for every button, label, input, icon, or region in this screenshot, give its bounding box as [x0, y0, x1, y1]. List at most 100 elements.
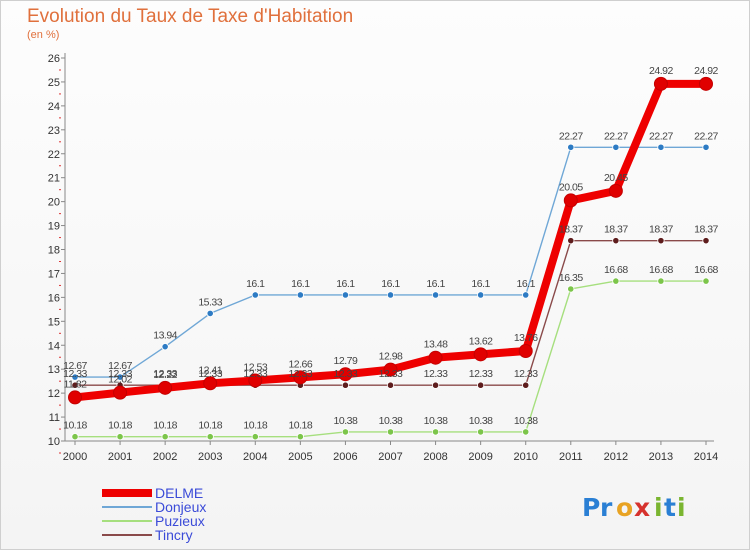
y-tick-label: 22	[48, 149, 60, 161]
legend-label-donjeux: Donjeux	[155, 499, 206, 515]
data-label: 16.68	[694, 264, 718, 276]
data-point	[518, 343, 533, 358]
data-label: 22.27	[604, 130, 628, 142]
data-label: 10.38	[334, 415, 358, 427]
data-label: 16.1	[246, 278, 265, 290]
data-label: 20.45	[604, 172, 628, 184]
data-label: 12.67	[63, 360, 87, 372]
data-label: 12.33	[379, 368, 403, 380]
data-label: 22.27	[649, 130, 673, 142]
data-label: 13.48	[424, 339, 448, 351]
legend-label-tincry: Tincry	[155, 527, 193, 543]
data-label: 12.33	[514, 368, 538, 380]
data-label: 15.33	[198, 296, 222, 308]
data-label: 10.18	[288, 420, 312, 432]
data-point	[386, 291, 395, 299]
data-label: 16.1	[381, 278, 400, 290]
y-tick-label: 11	[49, 412, 60, 424]
data-point	[296, 291, 304, 299]
data-label: 16.35	[559, 272, 583, 284]
data-label: 12.33	[334, 368, 358, 380]
data-label: 16.1	[426, 278, 445, 290]
data-point	[431, 381, 440, 389]
y-tick-label: 26	[48, 53, 60, 65]
data-label: 12.22	[153, 369, 177, 381]
data-label: 10.18	[108, 420, 132, 432]
chart-axes: 10 11 12 13 14 15 16 17 18 19 20 21 22 23 24 25 26 2000 20…	[48, 53, 718, 463]
y-tick-label: 19	[48, 221, 60, 233]
data-point	[293, 370, 308, 385]
data-point	[383, 362, 398, 377]
data-label: 18.37	[604, 224, 628, 236]
data-label: 10.18	[198, 420, 222, 432]
data-point	[522, 381, 530, 389]
data-point	[702, 143, 710, 151]
data-point	[702, 277, 710, 285]
y-tick-label: 15	[48, 316, 60, 328]
data-label: 11.82	[64, 378, 88, 390]
data-point	[113, 385, 128, 400]
data-point	[158, 380, 173, 395]
data-point	[206, 433, 214, 441]
x-tick-label: 2000	[63, 451, 87, 463]
data-label: 12.33	[198, 368, 222, 380]
data-point	[68, 390, 82, 405]
data-label: 10.38	[379, 415, 403, 427]
data-point	[161, 433, 169, 441]
x-tick-label: 2001	[108, 451, 132, 463]
x-tick-label: 2014	[694, 451, 718, 463]
data-point	[653, 76, 668, 91]
data-point	[296, 433, 304, 441]
data-label: 16.68	[649, 264, 673, 276]
data-point	[699, 76, 713, 91]
data-point	[477, 381, 485, 389]
data-label: 10.38	[514, 415, 538, 427]
data-point	[567, 285, 575, 293]
data-label: 10.38	[469, 415, 493, 427]
data-point	[71, 381, 79, 389]
data-point	[563, 193, 578, 208]
data-point	[341, 291, 350, 299]
data-point	[608, 183, 623, 198]
data-label: 12.67	[108, 360, 132, 372]
legend-label-puzieux: Puzieux	[155, 513, 205, 529]
logo-letter: t	[664, 493, 676, 522]
data-point	[428, 350, 443, 365]
data-labels: 12.67 12.67 13.94 15.33 16.1 16.1 16.1 16.1 16.1…	[63, 65, 719, 432]
data-label: 22.27	[559, 130, 583, 142]
data-label: 12.66	[288, 358, 312, 370]
data-point	[431, 428, 440, 436]
data-point	[251, 291, 259, 299]
data-label: 12.79	[334, 355, 358, 367]
data-label: 24.92	[694, 65, 718, 77]
data-point	[338, 367, 353, 382]
logo-letter: P	[582, 493, 600, 522]
data-label: 12.33	[469, 368, 493, 380]
data-label: 18.37	[559, 224, 583, 236]
y-tick-label: 13	[48, 364, 60, 376]
data-point	[386, 381, 395, 389]
data-label: 16.68	[604, 264, 628, 276]
chart-subtitle: (en %)	[27, 29, 60, 41]
data-label: 12.33	[108, 368, 132, 380]
x-tick-label: 2008	[423, 451, 447, 463]
y-tick-label: 23	[48, 125, 60, 137]
y-tick-label: 18	[48, 245, 60, 257]
data-point	[206, 309, 214, 318]
data-label: 22.27	[694, 130, 718, 142]
data-point	[657, 237, 665, 245]
data-label: 18.37	[649, 224, 673, 236]
data-label: 12.33	[153, 368, 177, 380]
chart-title: Evolution du Taux de Taxe d'Habitation	[27, 6, 354, 27]
data-point	[71, 433, 79, 441]
y-tick-label: 10	[48, 436, 60, 448]
data-point	[431, 291, 440, 299]
data-point	[612, 237, 620, 245]
data-label: 16.1	[471, 278, 490, 290]
x-tick-label: 2003	[198, 451, 222, 463]
data-point	[522, 291, 530, 299]
logo-letter: i	[654, 493, 663, 522]
